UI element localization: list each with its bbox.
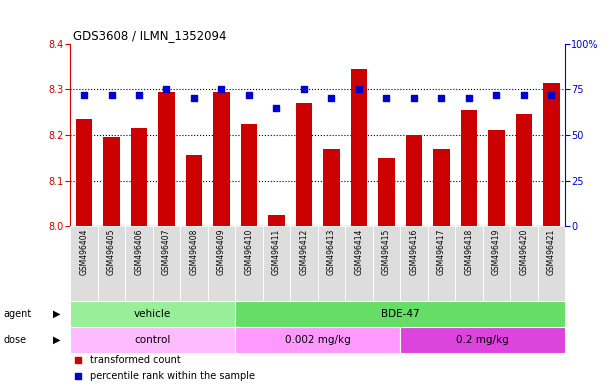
Text: GSM496418: GSM496418 [464,228,474,275]
Text: GSM496404: GSM496404 [79,228,89,275]
Bar [263,226,290,301]
Text: GSM496413: GSM496413 [327,228,336,275]
Text: ▶: ▶ [53,335,60,345]
Point [437,96,447,102]
Point [464,96,474,102]
Text: GDS3608 / ILMN_1352094: GDS3608 / ILMN_1352094 [73,29,227,42]
Point [161,86,171,93]
Bar [538,226,565,301]
Bar [103,137,120,226]
Text: agent: agent [3,309,31,319]
Bar [158,92,175,226]
Bar [70,226,98,301]
Text: dose: dose [3,335,26,345]
Bar [70,301,235,327]
Point [73,372,82,379]
Text: GSM496409: GSM496409 [217,228,226,275]
Point [73,356,82,362]
Bar [153,226,180,301]
Bar [235,226,263,301]
Text: control: control [134,335,171,345]
Point [409,96,419,102]
Bar [76,119,92,226]
Point [107,92,117,98]
Bar [290,226,318,301]
Point [244,92,254,98]
Point [272,104,282,111]
Bar [345,226,373,301]
Bar [488,131,505,226]
Text: GSM496410: GSM496410 [244,228,254,275]
Bar [483,226,510,301]
Bar [400,226,428,301]
Text: GSM496408: GSM496408 [189,228,199,275]
Text: GSM496414: GSM496414 [354,228,364,275]
Bar [98,226,125,301]
Text: BDE-47: BDE-47 [381,309,420,319]
Text: transformed count: transformed count [90,354,181,365]
Bar [516,114,532,226]
Point [79,92,89,98]
Point [492,92,502,98]
Bar [400,327,565,353]
Bar [428,226,455,301]
Bar [235,301,565,327]
Point [547,92,557,98]
Text: ▶: ▶ [53,309,60,319]
Bar [543,83,560,226]
Bar [378,158,395,226]
Bar [235,327,400,353]
Bar [433,149,450,226]
Text: GSM496416: GSM496416 [409,228,419,275]
Text: GSM496405: GSM496405 [107,228,116,275]
Bar [351,69,367,226]
Bar [323,149,340,226]
Text: GSM496417: GSM496417 [437,228,446,275]
Bar [180,226,208,301]
Text: GSM496406: GSM496406 [134,228,144,275]
Text: vehicle: vehicle [134,309,171,319]
Text: GSM496420: GSM496420 [519,228,529,275]
Text: GSM496411: GSM496411 [272,228,281,275]
Bar [208,226,235,301]
Text: 0.2 mg/kg: 0.2 mg/kg [456,335,509,345]
Bar [241,124,257,226]
Text: GSM496412: GSM496412 [299,228,309,275]
Point [381,96,392,102]
Bar [461,110,477,226]
Text: GSM496407: GSM496407 [162,228,171,275]
Bar [510,226,538,301]
Point [189,96,199,102]
Bar [406,135,422,226]
Bar [186,156,202,226]
Bar [268,215,285,226]
Point [519,92,529,98]
Point [327,96,337,102]
Text: GSM496419: GSM496419 [492,228,501,275]
Point [217,86,227,93]
Bar [373,226,400,301]
Text: percentile rank within the sample: percentile rank within the sample [90,371,255,381]
Text: GSM496415: GSM496415 [382,228,391,275]
Point [354,86,364,93]
Text: 0.002 mg/kg: 0.002 mg/kg [285,335,351,345]
Bar [318,226,345,301]
Bar [455,226,483,301]
Bar [296,103,312,226]
Bar [213,92,230,226]
Bar [125,226,153,301]
Bar [70,327,235,353]
Point [299,86,309,93]
Text: GSM496421: GSM496421 [547,228,556,275]
Point [134,92,144,98]
Bar [131,128,147,226]
